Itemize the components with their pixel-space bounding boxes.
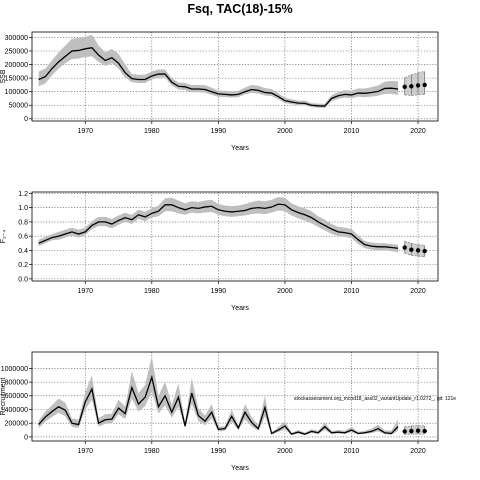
y-tick-label: 800000 — [5, 380, 28, 387]
x-tick-label: 2020 — [410, 448, 426, 455]
median-line — [38, 203, 399, 249]
confidence-band — [38, 196, 399, 253]
projection-point — [402, 84, 407, 90]
x-tick-label: 1970 — [77, 448, 93, 455]
y-tick-label: 0 — [24, 434, 28, 441]
projection-point — [422, 428, 427, 434]
x-tick-label: 2010 — [344, 288, 360, 295]
chart-panel-3: 0 200000 400000 600000 800000 1000000 1970 1980… — [0, 351, 456, 472]
projection-point — [402, 245, 407, 250]
y-tick-label: 0.6 — [18, 234, 28, 241]
y-tick-label: 1.0 — [18, 205, 28, 212]
y-tick-label: 600000 — [5, 393, 28, 400]
median-line — [38, 47, 399, 107]
projection-point — [415, 248, 421, 253]
projection-band — [404, 425, 425, 435]
projection-point — [415, 83, 421, 88]
x-tick-label: 2000 — [277, 288, 293, 295]
y-tick-label: 200000 — [5, 62, 28, 69]
projection-band — [404, 241, 425, 257]
y-axis-label: SSB — [0, 69, 7, 83]
projection-band — [404, 71, 425, 96]
y-tick-label: 0.0 — [18, 276, 28, 283]
projection-point — [409, 84, 414, 89]
y-tick-label: 50000 — [9, 103, 29, 110]
plot-frame — [31, 191, 439, 282]
y-tick-label: 300000 — [5, 35, 28, 42]
median-line — [38, 374, 399, 435]
page-title: Fsq, TAC(18)-15% — [187, 2, 293, 16]
x-tick-label: 1980 — [144, 288, 160, 295]
x-tick-label: 2000 — [277, 128, 293, 135]
x-tick-label: 2020 — [410, 128, 426, 135]
projection-point — [409, 247, 414, 252]
y-axis-label: Recruitment — [0, 378, 7, 416]
y-axis-label: F₂₋₄ — [0, 230, 7, 244]
y-tick-label: 1.2 — [18, 191, 28, 198]
x-tick-label: 2020 — [410, 288, 426, 295]
projection-point — [422, 248, 427, 254]
x-axis-label: Years — [231, 145, 249, 152]
y-tick-label: 0.4 — [18, 248, 28, 255]
y-tick-label: 1000000 — [1, 366, 28, 373]
chart-panel-2: 0.0 0.2 0.4 0.6 0.8 1.0 1.2 1970 1980 1990 2000 201… — [0, 191, 439, 312]
x-tick-label: 1990 — [211, 128, 227, 135]
y-tick-label: 0.2 — [18, 262, 28, 269]
plot-frame — [31, 31, 439, 122]
x-tick-label: 2000 — [277, 448, 293, 455]
y-tick-label: 0.8 — [18, 219, 28, 226]
x-tick-label: 1980 — [144, 128, 160, 135]
x-axis-label: Years — [231, 305, 249, 312]
projection-point — [409, 428, 414, 434]
y-tick-label: 0 — [24, 116, 28, 123]
x-axis-label: Years — [231, 465, 249, 472]
chart-annotation: stockassessment.org_mcod18_ass02_variant… — [294, 396, 456, 402]
x-tick-label: 1980 — [144, 448, 160, 455]
plot-frame — [31, 351, 439, 442]
x-tick-label: 2010 — [344, 448, 360, 455]
y-tick-label: 250000 — [5, 48, 28, 55]
confidence-band — [38, 356, 399, 435]
x-tick-label: 1990 — [211, 288, 227, 295]
y-tick-label: 100000 — [5, 89, 28, 96]
x-tick-label: 1970 — [77, 288, 93, 295]
projection-point — [422, 82, 427, 88]
chart-panel-1: 0 50000 100000 150000 200000 250000 300000 1970… — [0, 31, 439, 152]
x-tick-label: 2010 — [344, 128, 360, 135]
x-tick-label: 1970 — [77, 128, 93, 135]
y-tick-label: 200000 — [5, 421, 28, 428]
projection-upper-line — [404, 70, 425, 78]
projection-point — [402, 429, 407, 434]
y-tick-label: 150000 — [5, 76, 28, 83]
projection-point — [415, 428, 421, 433]
y-tick-label: 400000 — [5, 407, 28, 414]
x-tick-label: 1990 — [211, 448, 227, 455]
